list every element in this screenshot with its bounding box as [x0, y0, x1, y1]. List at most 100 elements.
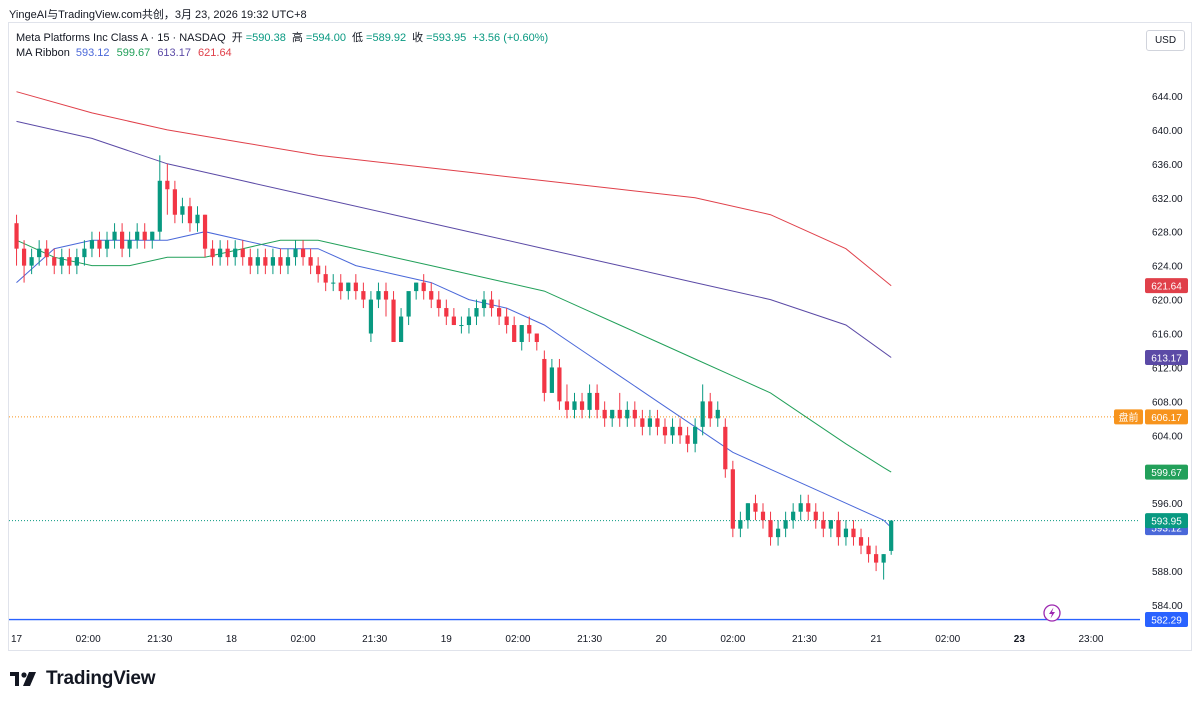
candle-body — [285, 257, 291, 266]
candle-body — [715, 409, 720, 419]
x-tick-label: 23 — [1014, 634, 1026, 645]
x-tick-label: 18 — [226, 634, 238, 645]
x-tick-label: 02:00 — [505, 634, 530, 645]
candle-body — [497, 308, 502, 317]
candle-body — [798, 503, 803, 512]
candle-body — [775, 528, 781, 538]
ma-ribbon-row: MA Ribbon 593.12 599.67 613.17 621.64 — [16, 46, 551, 61]
candle-body — [376, 291, 381, 300]
candle-body — [821, 520, 826, 529]
ohlc-row: Meta Platforms Inc Class A · 15 · NASDAQ… — [16, 31, 551, 46]
candle-body — [685, 435, 690, 444]
price-line-badge-bg — [1145, 409, 1188, 425]
chart-legend: Meta Platforms Inc Class A · 15 · NASDAQ… — [16, 31, 551, 61]
tradingview-logo[interactable]: TradingView — [10, 668, 156, 690]
candle-body — [791, 511, 796, 521]
close-value: =593.95 — [426, 32, 467, 44]
low-label: 低 — [352, 32, 364, 44]
price-line-badge-bg — [1145, 513, 1188, 529]
candle-body — [293, 248, 298, 258]
x-tick-label: 21:30 — [362, 634, 387, 645]
candle-body — [549, 367, 554, 393]
x-tick-label: 20 — [656, 634, 668, 645]
candle-body — [745, 503, 751, 521]
candle-body — [278, 257, 283, 266]
candle-body — [165, 180, 170, 190]
candle-body — [858, 537, 864, 546]
y-tick-label: 624.00 — [1152, 262, 1183, 273]
candle-body — [708, 401, 713, 419]
candle-body — [142, 231, 147, 241]
candle-body — [74, 257, 79, 266]
tradingview-logo-text: TradingView — [46, 668, 156, 689]
ma3-value: 613.17 — [157, 47, 191, 59]
candle-body — [693, 426, 698, 444]
candle-body — [723, 426, 728, 470]
candle-body — [414, 282, 419, 292]
candle-body — [135, 231, 140, 241]
ma-line-4 — [16, 91, 892, 287]
candle-body — [881, 554, 886, 563]
candle-body — [474, 308, 479, 317]
candle-body — [323, 274, 328, 283]
candle-body — [828, 520, 833, 529]
candle-body — [82, 248, 87, 258]
x-tick-label: 17 — [11, 634, 23, 645]
candle-body — [579, 401, 585, 410]
candle-body — [760, 511, 766, 521]
candle-body — [361, 291, 366, 300]
candle-body — [37, 248, 42, 258]
y-tick-label: 584.00 — [1152, 601, 1183, 612]
ma-line-3 — [16, 120, 892, 358]
candle-body — [466, 316, 472, 326]
candle-body — [353, 282, 358, 292]
x-tick-label: 02:00 — [291, 634, 316, 645]
ma-ribbon-label[interactable]: MA Ribbon — [16, 47, 70, 59]
candle-body — [157, 180, 162, 232]
premarket-tag-bg — [1114, 409, 1143, 425]
y-tick-label: 604.00 — [1152, 431, 1183, 442]
candle-body — [753, 503, 758, 512]
x-tick-label: 02:00 — [935, 634, 960, 645]
candle-body — [233, 248, 238, 258]
candle-body — [300, 248, 306, 258]
candle-body — [406, 291, 411, 317]
price-line-badge: 606.17 — [1151, 413, 1182, 424]
ma-line-2 — [16, 239, 892, 473]
lightning-icon[interactable] — [1043, 604, 1061, 622]
candle-body — [316, 265, 321, 275]
currency-button[interactable]: USD — [1146, 30, 1185, 51]
price-line-badge: 593.95 — [1151, 517, 1182, 528]
ma-line-1 — [16, 231, 892, 528]
candle-body — [813, 511, 818, 521]
low-value: =589.92 — [366, 32, 407, 44]
candle-body — [572, 401, 577, 410]
candle-body — [225, 248, 230, 258]
chart-frame — [8, 22, 1192, 651]
candle-body — [843, 528, 849, 538]
x-tick-label: 02:00 — [76, 634, 101, 645]
ma-price-badge-bg — [1145, 350, 1188, 366]
y-tick-label: 632.00 — [1152, 194, 1183, 205]
candle-body — [429, 291, 434, 300]
candle-body — [270, 257, 275, 266]
candle-body — [240, 248, 245, 258]
candle-body — [195, 214, 200, 224]
candle-body — [67, 257, 72, 266]
candle-body — [768, 520, 773, 538]
candle-body — [368, 299, 374, 334]
candle-body — [625, 409, 630, 419]
symbol-title[interactable]: Meta Platforms Inc Class A · 15 · NASDAQ — [16, 32, 226, 44]
candle-body — [263, 257, 268, 266]
candle-body — [308, 257, 313, 266]
ma1-value: 593.12 — [75, 47, 110, 59]
candle-body — [836, 520, 841, 538]
candle-body — [172, 189, 177, 215]
candle-body — [866, 545, 871, 555]
candle-body — [730, 469, 735, 529]
x-tick-label: 21:30 — [147, 634, 172, 645]
candle-body — [444, 308, 449, 317]
high-label: 高 — [291, 32, 303, 44]
premarket-tag: 盘前 — [1119, 411, 1139, 424]
